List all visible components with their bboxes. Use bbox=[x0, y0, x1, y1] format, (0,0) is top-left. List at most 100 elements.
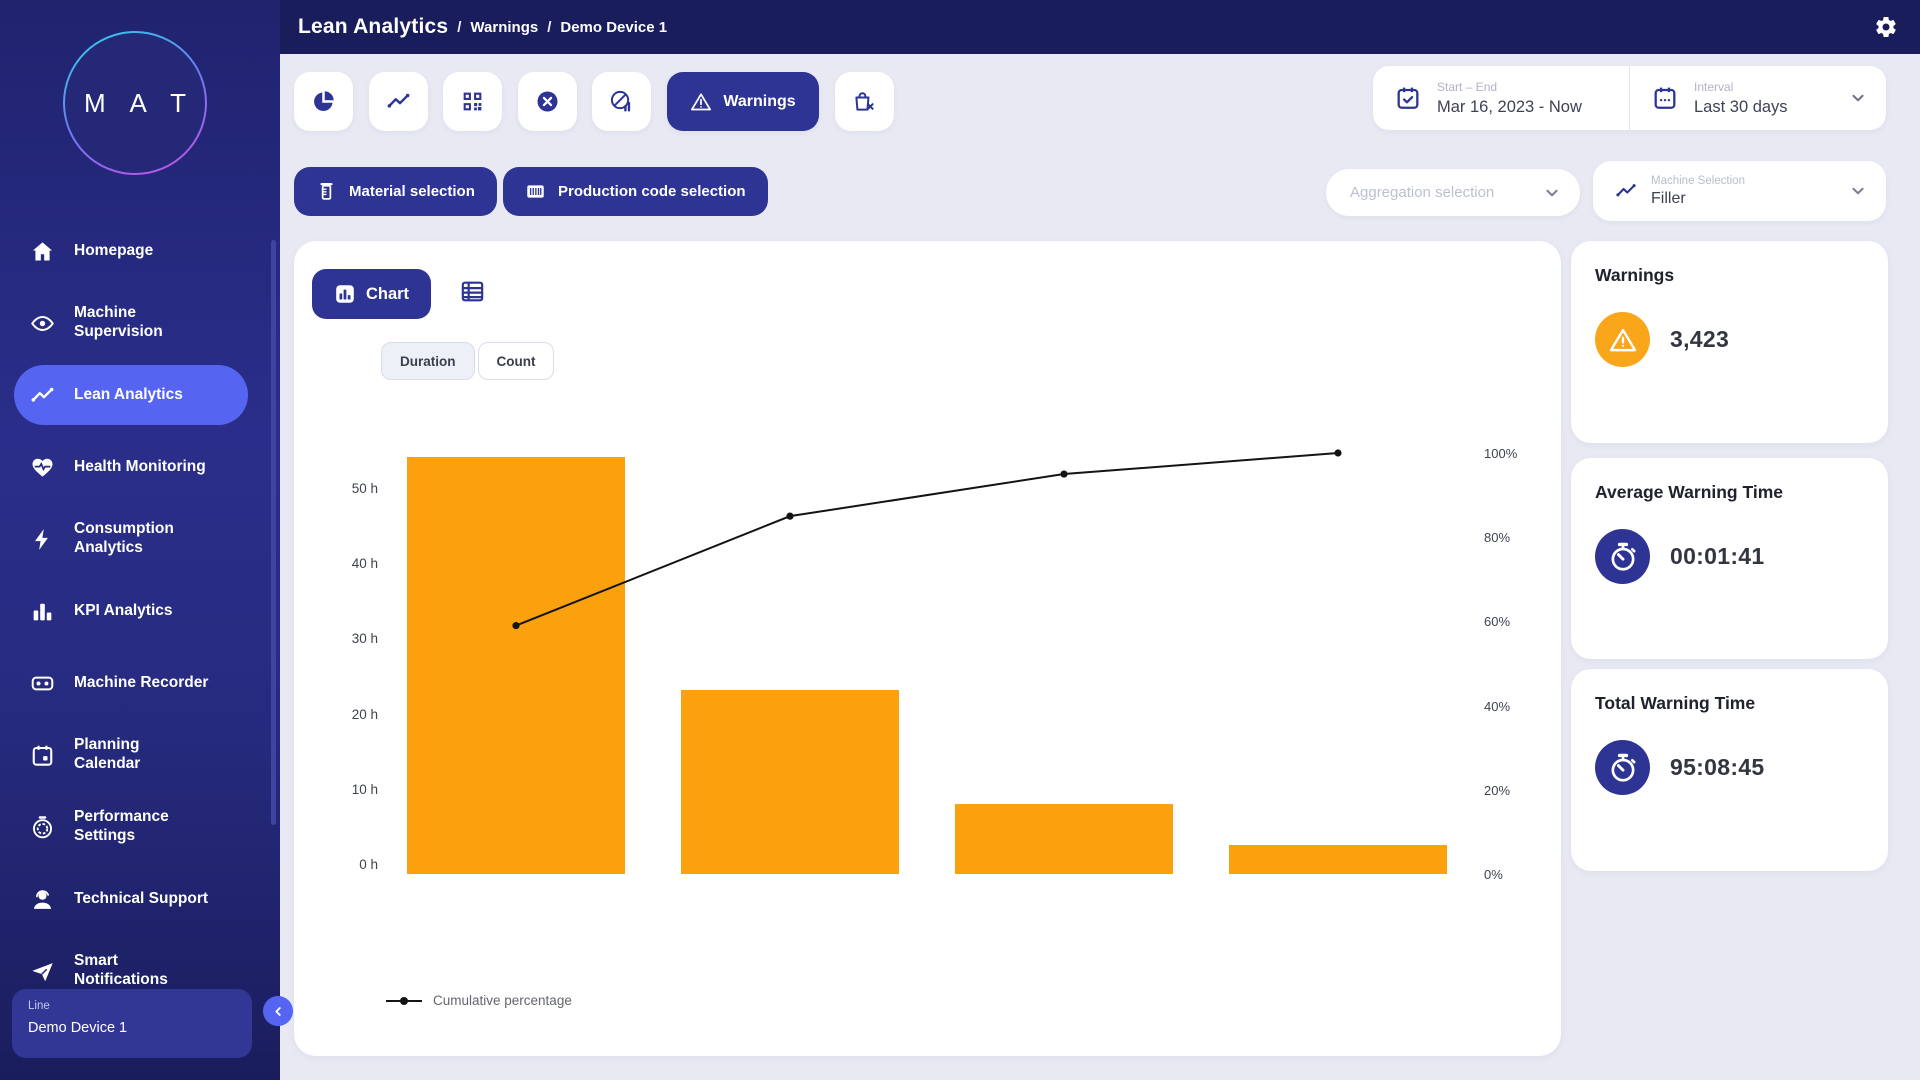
legend-line-dot-marker bbox=[386, 999, 422, 1002]
interval-label: Interval bbox=[1694, 79, 1734, 94]
stat-row: 00:01:41 bbox=[1595, 529, 1864, 584]
sidebar-item-lean-analytics[interactable]: Lean Analytics bbox=[0, 359, 280, 431]
barcode-icon bbox=[525, 181, 546, 202]
y-axis-left-tick: 10 h bbox=[351, 781, 378, 797]
trend-icon bbox=[386, 89, 411, 114]
sidebar-item-label: Machine Supervision bbox=[74, 304, 163, 340]
y-axis-left-tick: 0 h bbox=[359, 857, 378, 872]
sidebar-item-smart-notifications[interactable]: Smart Notifications bbox=[0, 935, 280, 1007]
material-selection-button[interactable]: Material selection bbox=[294, 167, 497, 216]
warnings-button-label: Warnings bbox=[723, 92, 796, 110]
no-data-icon bbox=[609, 89, 634, 114]
chart-panel: Chart Duration Count 0 h 10 h 20 h 30 h 40 h… bbox=[294, 241, 1561, 1056]
machine-select[interactable]: Machine Selection Filler bbox=[1593, 161, 1886, 221]
table-view-button[interactable] bbox=[459, 278, 486, 305]
material-icon bbox=[316, 181, 337, 202]
breadcrumb-separator: / bbox=[457, 18, 462, 36]
trend-icon bbox=[1615, 180, 1637, 202]
sidebar-item-performance-settings[interactable]: Performance Settings bbox=[0, 791, 280, 863]
qr-icon bbox=[460, 89, 485, 114]
production-code-selection-button[interactable]: Production code selection bbox=[503, 167, 768, 216]
sidebar-item-label: Planning Calendar bbox=[74, 736, 141, 772]
sidebar-scrollbar[interactable] bbox=[271, 240, 276, 825]
sidebar-item-homepage[interactable]: Homepage bbox=[0, 215, 280, 287]
app-logo: M A T bbox=[63, 31, 207, 175]
headset-icon bbox=[30, 887, 55, 912]
date-range-label: Start – End bbox=[1437, 79, 1498, 94]
x-circle-icon bbox=[535, 89, 560, 114]
chevron-down-icon bbox=[1848, 181, 1868, 201]
y-axis-right-tick: 60% bbox=[1484, 614, 1511, 630]
chart-view-button[interactable]: Chart bbox=[312, 269, 431, 319]
sidebar: M A T Homepage Machine Supervision Lean Ana… bbox=[0, 0, 293, 1080]
stat-title: Average Warning Time bbox=[1595, 482, 1784, 502]
interval-value: Last 30 days bbox=[1694, 97, 1788, 116]
production-code-selection-label: Production code selection bbox=[558, 183, 746, 200]
machine-select-value: Filler bbox=[1651, 189, 1686, 207]
pie-chart-button[interactable] bbox=[294, 72, 353, 131]
chart-legend: Cumulative percentage bbox=[386, 993, 572, 1008]
aggregation-placeholder: Aggregation selection bbox=[1350, 184, 1495, 201]
breadcrumb-separator: / bbox=[547, 18, 552, 36]
sidebar-item-consumption-analytics[interactable]: Consumption Analytics bbox=[0, 503, 280, 575]
date-range-picker[interactable]: Start – End Mar 16, 2023 - Now bbox=[1373, 66, 1629, 130]
stopwatch-icon bbox=[1595, 740, 1650, 795]
settings-gear-icon[interactable] bbox=[1874, 15, 1898, 39]
warnings-button[interactable]: Warnings bbox=[667, 72, 819, 131]
stat-card-average-warning-time: Average Warning Time 00:01:41 bbox=[1571, 458, 1888, 659]
sidebar-item-label: Machine Recorder bbox=[74, 673, 209, 691]
toggle-duration[interactable]: Duration bbox=[381, 342, 475, 380]
breadcrumb-warnings[interactable]: Warnings bbox=[470, 18, 539, 36]
trend-icon bbox=[30, 383, 55, 408]
stopwatch-icon bbox=[1595, 529, 1650, 584]
warning-badge-icon bbox=[1595, 312, 1650, 367]
kpi-bars-icon bbox=[30, 599, 55, 624]
sidebar-item-machine-recorder[interactable]: Machine Recorder bbox=[0, 647, 280, 719]
aggregation-select[interactable]: Aggregation selection bbox=[1326, 169, 1580, 216]
recorder-icon bbox=[30, 671, 55, 696]
stat-title: Total Warning Time bbox=[1595, 693, 1756, 713]
stat-value: 3,423 bbox=[1670, 326, 1730, 352]
breadcrumb-device[interactable]: Demo Device 1 bbox=[560, 18, 668, 36]
current-device-card[interactable]: Line Demo Device 1 bbox=[12, 989, 252, 1058]
line-chart-button[interactable] bbox=[369, 72, 428, 131]
breadcrumb: Lean Analytics / Warnings / Demo Device … bbox=[298, 0, 1920, 54]
stops-button[interactable] bbox=[518, 72, 577, 131]
stat-row: 95:08:45 bbox=[1595, 740, 1864, 795]
y-axis-right-tick: 40% bbox=[1484, 698, 1511, 714]
stat-value: 00:01:41 bbox=[1670, 543, 1765, 569]
lost-bags-button[interactable] bbox=[835, 72, 894, 131]
chart-view-label: Chart bbox=[365, 284, 410, 303]
unit-toggle: Duration Count bbox=[381, 342, 555, 380]
chevron-left-icon bbox=[271, 1004, 286, 1019]
topbar: Lean Analytics / Warnings / Demo Device … bbox=[0, 0, 1920, 54]
sidebar-item-planning-calendar[interactable]: Planning Calendar bbox=[0, 719, 280, 791]
sidebar-item-technical-support[interactable]: Technical Support bbox=[0, 863, 280, 935]
sidebar-item-health-monitoring[interactable]: Health Monitoring bbox=[0, 431, 280, 503]
sidebar-item-machine-supervision[interactable]: Machine Supervision bbox=[0, 287, 280, 359]
interval-picker[interactable]: Interval Last 30 days bbox=[1629, 66, 1886, 130]
y-axis-right-tick: 20% bbox=[1484, 782, 1511, 798]
calendar-check-icon bbox=[1395, 85, 1421, 111]
pareto-bar-4[interactable] bbox=[1229, 844, 1447, 874]
calendar-range-icon bbox=[1652, 85, 1678, 111]
gauge-icon bbox=[30, 815, 55, 840]
sidebar-menu: Homepage Machine Supervision Lean Analytics… bbox=[0, 215, 280, 1007]
qr-code-button[interactable] bbox=[443, 72, 502, 131]
pareto-bar-3[interactable] bbox=[955, 804, 1173, 874]
send-icon bbox=[30, 959, 55, 984]
sidebar-item-label: Consumption Analytics bbox=[74, 520, 174, 556]
pareto-bar-2[interactable] bbox=[681, 689, 899, 874]
pareto-bar-1[interactable] bbox=[407, 456, 625, 874]
eye-icon bbox=[30, 311, 55, 336]
toggle-count[interactable]: Count bbox=[477, 342, 555, 380]
sidebar-collapse-button[interactable] bbox=[263, 996, 293, 1026]
stat-row: 3,423 bbox=[1595, 312, 1864, 367]
sidebar-item-kpi-analytics[interactable]: KPI Analytics bbox=[0, 575, 280, 647]
y-axis-left-tick: 20 h bbox=[351, 706, 378, 722]
material-selection-label: Material selection bbox=[349, 183, 475, 200]
chevron-down-icon[interactable] bbox=[1848, 88, 1868, 108]
no-production-button[interactable] bbox=[592, 72, 651, 131]
chevron-down-icon bbox=[1542, 183, 1562, 203]
page-title: Lean Analytics bbox=[298, 15, 449, 38]
